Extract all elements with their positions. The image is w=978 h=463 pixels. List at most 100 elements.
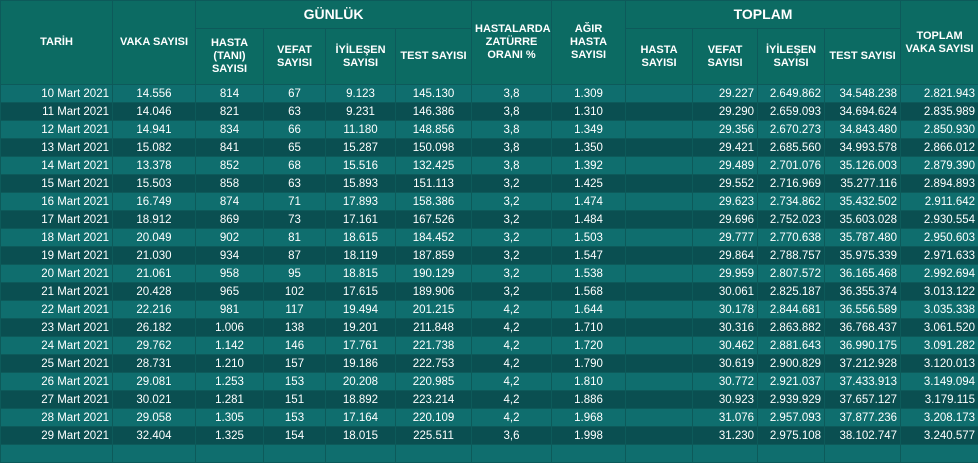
cell-agir: 1.790: [552, 355, 626, 373]
cell-toplam-vefat: 29.777: [693, 229, 758, 247]
cell-vefat: 68: [264, 157, 326, 175]
cell-toplam-iyilesen: 2.921.037: [758, 373, 825, 391]
group-header-gunluk: GÜNLÜK: [196, 1, 472, 29]
cell-date: 17 Mart 2021: [1, 211, 113, 229]
cell-toplam-iyilesen: 2.939.929: [758, 391, 825, 409]
cell-agir: 1.886: [552, 391, 626, 409]
cell-toplam-vefat: 30.316: [693, 319, 758, 337]
cell-date: 23 Mart 2021: [1, 319, 113, 337]
col-header-zaturre: HASTALARDA ZATÜRRE ORANI %: [472, 1, 552, 85]
cell-vaka: 15.503: [113, 175, 196, 193]
cell-toplam-test: 35.277.116: [825, 175, 901, 193]
cell-toplam-vaka: 3.208.173: [901, 409, 978, 427]
cell-zaturre: 3,8: [472, 139, 552, 157]
cell-toplam-vefat: 30.462: [693, 337, 758, 355]
cell-agir: 1.392: [552, 157, 626, 175]
cell-iyilesen: 15.287: [326, 139, 396, 157]
cell-test: 201.215: [396, 301, 472, 319]
cell-toplam-iyilesen: 2.659.093: [758, 103, 825, 121]
cell-toplam-vaka: 3.061.520: [901, 319, 978, 337]
cell-iyilesen: 18.815: [326, 265, 396, 283]
cell-vaka: 21.061: [113, 265, 196, 283]
cell-hasta-tani: [196, 445, 264, 463]
cell-date: 29 Mart 2021: [1, 427, 113, 445]
col-header-toplam-vaka: TOPLAM VAKA SAYISI: [901, 1, 978, 85]
cell-agir: 1.484: [552, 211, 626, 229]
cell-hasta-tani: 852: [196, 157, 264, 175]
cell-date: 16 Mart 2021: [1, 193, 113, 211]
col-header-toplam-test: TEST SAYISI: [825, 29, 901, 85]
col-header-iyilesen: İYİLEŞEN SAYISI: [326, 29, 396, 85]
cell-toplam-iyilesen: 2.863.882: [758, 319, 825, 337]
cell-toplam-hasta: [626, 427, 693, 445]
cell-toplam-test: 37.212.928: [825, 355, 901, 373]
cell-zaturre: 3,2: [472, 229, 552, 247]
cell-hasta-tani: 934: [196, 247, 264, 265]
cell-zaturre: 4,2: [472, 373, 552, 391]
cell-date: [1, 445, 113, 463]
cell-vefat: 66: [264, 121, 326, 139]
cell-vaka: 26.182: [113, 319, 196, 337]
cell-toplam-hasta: [626, 337, 693, 355]
cell-toplam-vefat: 30.619: [693, 355, 758, 373]
cell-toplam-vaka: 3.013.122: [901, 283, 978, 301]
cell-iyilesen: 17.164: [326, 409, 396, 427]
cell-toplam-test: 36.990.175: [825, 337, 901, 355]
cell-hasta-tani: 1.142: [196, 337, 264, 355]
col-header-vaka: VAKA SAYISI: [113, 1, 196, 85]
cell-toplam-vefat: 30.772: [693, 373, 758, 391]
cell-zaturre: 3,2: [472, 247, 552, 265]
cell-toplam-vefat: 29.623: [693, 193, 758, 211]
cell-toplam-test: 35.126.003: [825, 157, 901, 175]
cell-toplam-vaka: 2.950.603: [901, 229, 978, 247]
cell-iyilesen: 18.615: [326, 229, 396, 247]
cell-vaka: 22.216: [113, 301, 196, 319]
cell-vaka: 29.081: [113, 373, 196, 391]
cell-toplam-vaka: 2.821.943: [901, 85, 978, 103]
group-header-toplam: TOPLAM: [626, 1, 901, 29]
cell-iyilesen: 19.186: [326, 355, 396, 373]
cell-vaka: 20.049: [113, 229, 196, 247]
cell-toplam-vaka: 2.971.633: [901, 247, 978, 265]
cell-vaka: 13.378: [113, 157, 196, 175]
cell-vefat: 154: [264, 427, 326, 445]
cell-toplam-test: 36.355.374: [825, 283, 901, 301]
cell-agir: 1.644: [552, 301, 626, 319]
cell-agir: 1.710: [552, 319, 626, 337]
cell-vefat: 81: [264, 229, 326, 247]
cell-toplam-iyilesen: 2.957.093: [758, 409, 825, 427]
cell-toplam-vefat: 29.552: [693, 175, 758, 193]
cell-toplam-iyilesen: 2.807.572: [758, 265, 825, 283]
cell-test: 221.738: [396, 337, 472, 355]
cell-zaturre: 3,2: [472, 175, 552, 193]
cell-toplam-hasta: [626, 193, 693, 211]
cell-hasta-tani: 1.210: [196, 355, 264, 373]
cell-agir: 1.350: [552, 139, 626, 157]
cell-toplam-vefat: 29.696: [693, 211, 758, 229]
cell-hasta-tani: 821: [196, 103, 264, 121]
cell-toplam-hasta: [626, 139, 693, 157]
cell-iyilesen: 11.180: [326, 121, 396, 139]
cell-zaturre: 4,2: [472, 355, 552, 373]
cell-date: 22 Mart 2021: [1, 301, 113, 319]
table-row: [1, 445, 978, 463]
cell-iyilesen: 15.516: [326, 157, 396, 175]
cell-toplam-test: 37.433.913: [825, 373, 901, 391]
cell-toplam-vaka: 2.850.930: [901, 121, 978, 139]
cell-toplam-test: 35.787.480: [825, 229, 901, 247]
col-header-agir: AĞIR HASTA SAYISI: [552, 1, 626, 85]
cell-date: 19 Mart 2021: [1, 247, 113, 265]
cell-hasta-tani: 874: [196, 193, 264, 211]
cell-toplam-vefat: 29.421: [693, 139, 758, 157]
cell-iyilesen: 15.893: [326, 175, 396, 193]
cell-toplam-vaka: 3.240.577: [901, 427, 978, 445]
col-header-toplam-vefat: VEFAT SAYISI: [693, 29, 758, 85]
cell-hasta-tani: 1.006: [196, 319, 264, 337]
